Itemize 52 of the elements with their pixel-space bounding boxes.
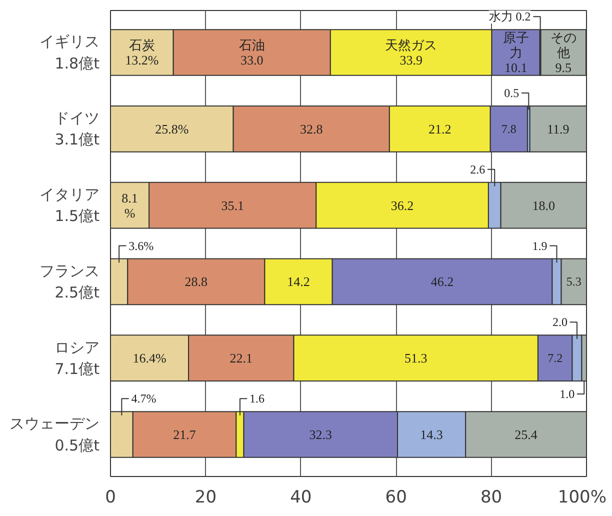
series-label: 石炭 bbox=[128, 38, 155, 53]
series-label: その他 bbox=[550, 30, 576, 60]
x-tick-label: 20 bbox=[194, 488, 217, 508]
data-label: 1.9 bbox=[532, 238, 548, 253]
series-label: 石油 bbox=[238, 38, 265, 53]
y-tick-label: ロシア 7.1億t bbox=[54, 338, 100, 378]
data-label: 25.4 bbox=[514, 426, 538, 442]
x-tick-label: 40 bbox=[290, 488, 312, 508]
y-tick-label: イタリア 1.5億t bbox=[40, 186, 100, 226]
data-label: 2.0 bbox=[552, 315, 568, 330]
x-tick-label: 80 bbox=[480, 488, 502, 508]
x-tick-label: 60 bbox=[385, 488, 407, 508]
data-label: 32.3 bbox=[309, 426, 332, 442]
data-label: 10.1 bbox=[504, 60, 528, 76]
data-label: 22.1 bbox=[230, 350, 253, 366]
data-label: 33.0 bbox=[240, 52, 264, 68]
data-label: 51.3 bbox=[404, 350, 428, 366]
data-label: 21.2 bbox=[428, 121, 452, 136]
data-label: 14.3 bbox=[420, 426, 443, 442]
series-label: 天然ガス bbox=[385, 38, 438, 53]
legend-label: 原子力 bbox=[502, 30, 529, 60]
text: 水力 0.2 bbox=[488, 10, 531, 24]
data-label: 21.7 bbox=[173, 426, 196, 442]
data-label: 14.2 bbox=[287, 274, 310, 290]
y-tick-label: フランス 2.5億t bbox=[40, 262, 100, 302]
data-label: 35.1 bbox=[221, 198, 244, 213]
x-tick-label: 100% bbox=[558, 488, 607, 508]
data-label: 4.7% bbox=[131, 392, 156, 406]
data-label: 25.8% bbox=[155, 121, 189, 136]
data-label: 33.9 bbox=[400, 52, 422, 68]
y-tick-label: スウェーデン 0.5億t bbox=[10, 414, 100, 454]
x-tick-label: 0 bbox=[105, 488, 116, 508]
data-label: 5.3 bbox=[566, 274, 582, 289]
data-label: 46.2 bbox=[430, 274, 454, 290]
data-label: 32.8 bbox=[300, 121, 323, 136]
data-label: 18.0 bbox=[532, 198, 556, 213]
data-label: 1.0 bbox=[560, 386, 575, 401]
data-label: 36.2 bbox=[390, 198, 414, 213]
data-label: 13.2% bbox=[125, 52, 159, 68]
data-label: 7.2 bbox=[548, 351, 563, 366]
y-tick-label: ドイツ 3.1億t bbox=[54, 109, 100, 149]
data-label: 28.8 bbox=[184, 274, 208, 290]
data-label: 8.1 % bbox=[122, 190, 138, 220]
data-label: 9.5 bbox=[555, 60, 572, 76]
data-label: 1.6 bbox=[249, 392, 264, 406]
data-label: 7.8 bbox=[501, 122, 516, 136]
y-tick-label: イギリス 1.8億t bbox=[40, 32, 100, 72]
data-label: 16.4% bbox=[132, 350, 166, 366]
data-label: 3.6% bbox=[128, 238, 154, 253]
data-label: 0.5 bbox=[504, 86, 520, 100]
data-label: 2.6 bbox=[470, 162, 486, 176]
data-label: 11.9 bbox=[547, 121, 570, 136]
